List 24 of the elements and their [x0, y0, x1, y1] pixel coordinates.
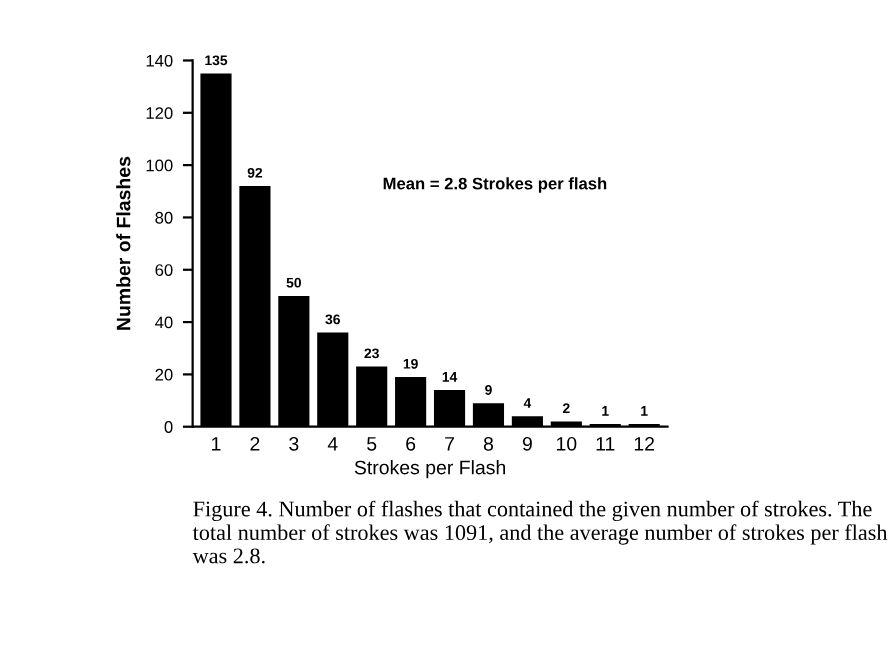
x-tick-label: 7: [445, 437, 454, 451]
y-tick-label: 40: [155, 316, 173, 329]
x-tick-label: 11: [596, 437, 615, 451]
y-tick-label: 20: [155, 368, 173, 381]
y-tick-label: 60: [155, 264, 173, 276]
annotation: Mean = 2.8 Strokes per flash: [383, 177, 607, 193]
x-tick-label: 9: [522, 436, 532, 451]
caption: Figure 4. Number of flashes that contained the given number of strokes. The total number of strokes was 1091, and the average number of strokes per flash was 2.8.: [192, 500, 888, 564]
x-tick-label: 5: [367, 437, 377, 451]
x-axis-title: Strokes per Flash: [354, 460, 506, 479]
y-tick-label: 0: [164, 421, 173, 433]
y-tick-label: 100: [146, 159, 173, 172]
y-tick-label: 140: [146, 54, 173, 67]
x-tick-label: 4: [327, 437, 338, 451]
x-tick-label: 8: [483, 436, 494, 451]
y-tick-label: 120: [146, 107, 173, 119]
x-tick-label: 6: [406, 436, 416, 451]
x-tick-label: 10: [556, 436, 577, 451]
x-tick-label: 12: [634, 436, 654, 451]
y-axis-title: Number of Flashes: [116, 156, 131, 330]
y-tick-label: 80: [155, 211, 173, 224]
x-tick-label: 2: [250, 436, 260, 451]
x-tick-label: 3: [289, 436, 299, 451]
x-tick-label: 1: [212, 437, 221, 451]
